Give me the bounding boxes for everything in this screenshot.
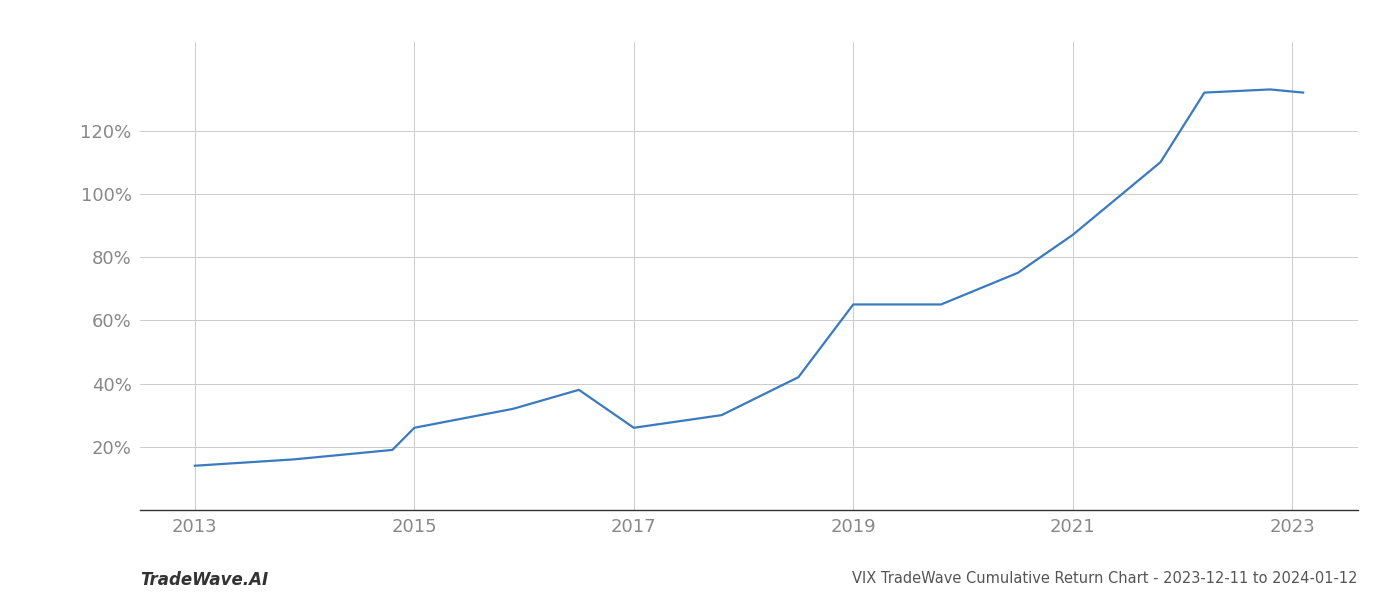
Text: TradeWave.AI: TradeWave.AI xyxy=(140,571,269,589)
Text: VIX TradeWave Cumulative Return Chart - 2023-12-11 to 2024-01-12: VIX TradeWave Cumulative Return Chart - … xyxy=(853,571,1358,586)
